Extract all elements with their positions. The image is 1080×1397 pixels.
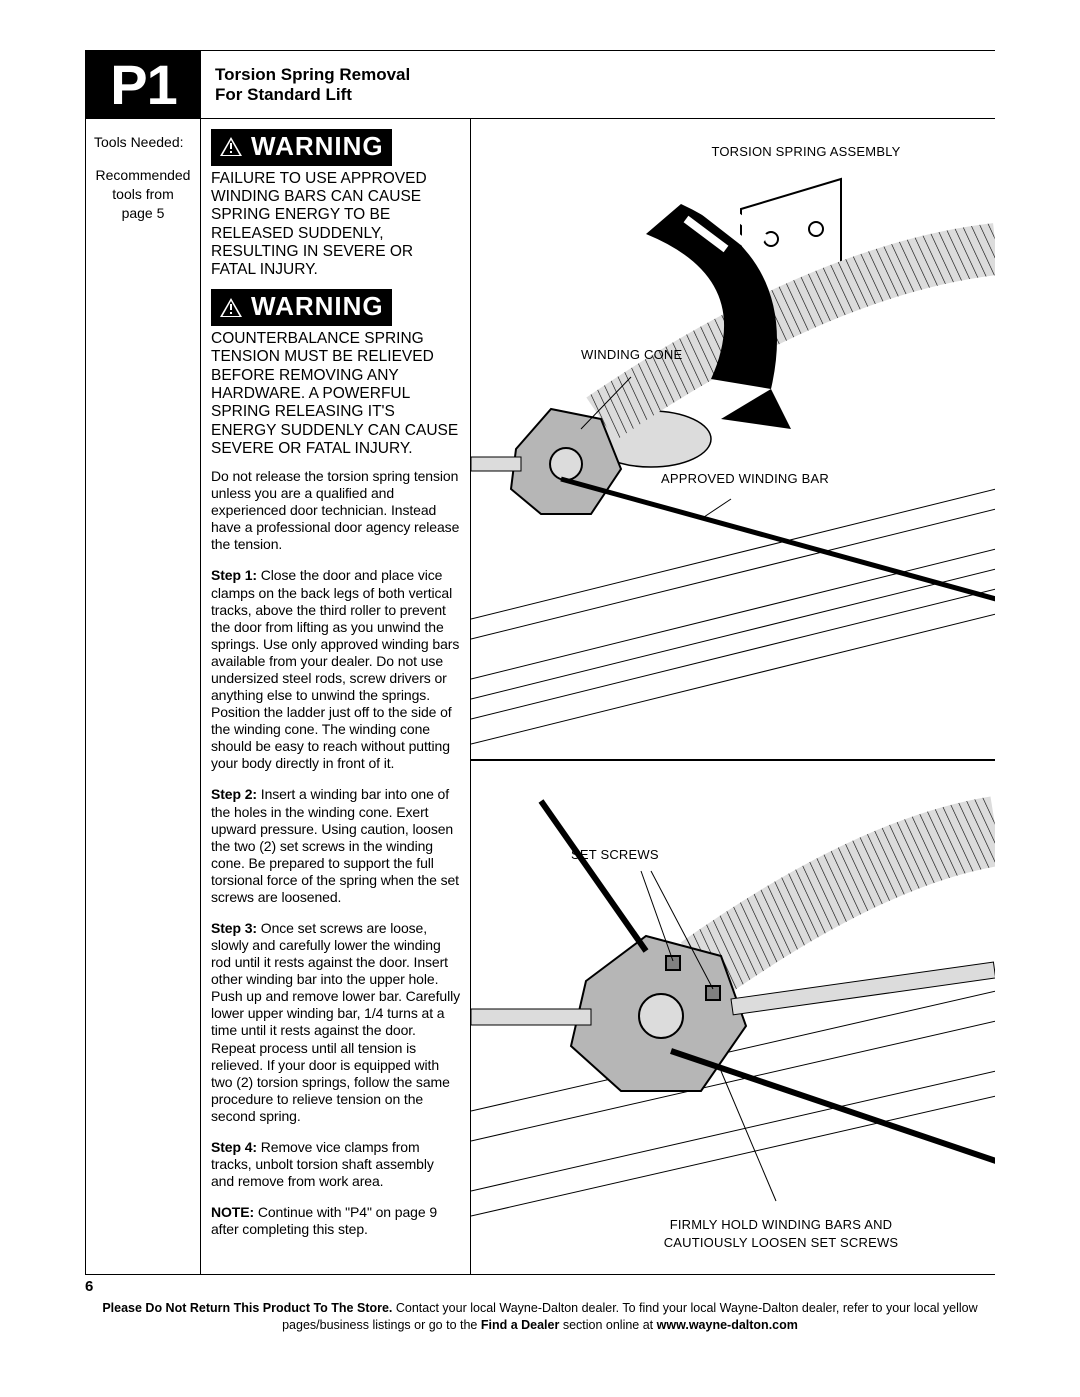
warning-badge-1: WARNING [211, 129, 392, 166]
step-4: Step 4: Remove vice clamps from tracks, … [211, 1139, 460, 1190]
warning-badge-2: WARNING [211, 289, 392, 326]
label-set-screws: SET SCREWS [571, 847, 721, 863]
tools-column: Tools Needed: Recommended tools from pag… [86, 119, 201, 1274]
tools-heading: Tools Needed: [94, 133, 192, 152]
step-4-label: Step 4: [211, 1139, 257, 1155]
label-hold-1: FIRMLY HOLD WINDING BARS AND [621, 1217, 941, 1233]
diagram-top [471, 119, 995, 759]
tools-rec-2: tools from [94, 185, 192, 204]
title-line-1: Torsion Spring Removal [215, 65, 457, 85]
footer-url: www.wayne-dalton.com [657, 1318, 798, 1332]
footer-bold-2: Find a Dealer [481, 1318, 560, 1332]
footer-text-2: section online at [559, 1318, 656, 1332]
step-2: Step 2: Insert a winding bar into one of… [211, 786, 460, 906]
warning-triangle-icon [219, 297, 243, 318]
step-2-text: Insert a winding bar into one of the hol… [211, 786, 459, 904]
tools-rec-3: page 5 [94, 204, 192, 223]
note: NOTE: Continue with "P4" on page 9 after… [211, 1204, 460, 1238]
step-3-text: Once set screws are loose, slowly and ca… [211, 920, 460, 1124]
footer-bold: Please Do Not Return This Product To The… [102, 1301, 392, 1315]
step-3: Step 3: Once set screws are loose, slowl… [211, 920, 460, 1125]
warning-triangle-icon [219, 136, 243, 157]
warning-text-2: COUNTERBALANCE SPRING TENSION MUST BE RE… [211, 330, 460, 458]
page-frame: P1 Torsion Spring Removal For Standard L… [85, 50, 995, 1275]
page-number: 6 [85, 1278, 93, 1295]
title-cell: Torsion Spring Removal For Standard Lift [201, 51, 471, 118]
step-1-label: Step 1: [211, 567, 257, 583]
step-1: Step 1: Close the door and place vice cl… [211, 567, 460, 772]
step-badge: P1 [86, 51, 201, 118]
label-winding-bar: APPROVED WINDING BAR [661, 471, 881, 487]
label-assembly: TORSION SPRING ASSEMBLY [681, 144, 931, 160]
tools-rec-1: Recommended [94, 166, 192, 185]
warning-label: WARNING [251, 291, 384, 323]
title-line-2: For Standard Lift [215, 85, 457, 105]
diagram-column: TORSION SPRING ASSEMBLY WINDING CONE APP… [471, 119, 995, 1274]
note-label: NOTE: [211, 1204, 254, 1220]
label-hold-2: CAUTIOUSLY LOOSEN SET SCREWS [621, 1235, 941, 1251]
label-winding-cone: WINDING CONE [581, 347, 721, 363]
diagram-bottom [471, 761, 995, 1274]
step-3-label: Step 3: [211, 920, 257, 936]
warning-text-1: FAILURE TO USE APPROVED WINDING BARS CAN… [211, 170, 460, 280]
intro-paragraph: Do not release the torsion spring tensio… [211, 468, 460, 553]
step-2-label: Step 2: [211, 786, 257, 802]
warning-label: WARNING [251, 131, 384, 163]
header-row: P1 Torsion Spring Removal For Standard L… [86, 51, 995, 119]
body-row: Tools Needed: Recommended tools from pag… [86, 119, 995, 1274]
footer: Please Do Not Return This Product To The… [85, 1300, 995, 1334]
text-column: WARNING FAILURE TO USE APPROVED WINDING … [201, 119, 471, 1274]
step-1-text: Close the door and place vice clamps on … [211, 567, 459, 771]
